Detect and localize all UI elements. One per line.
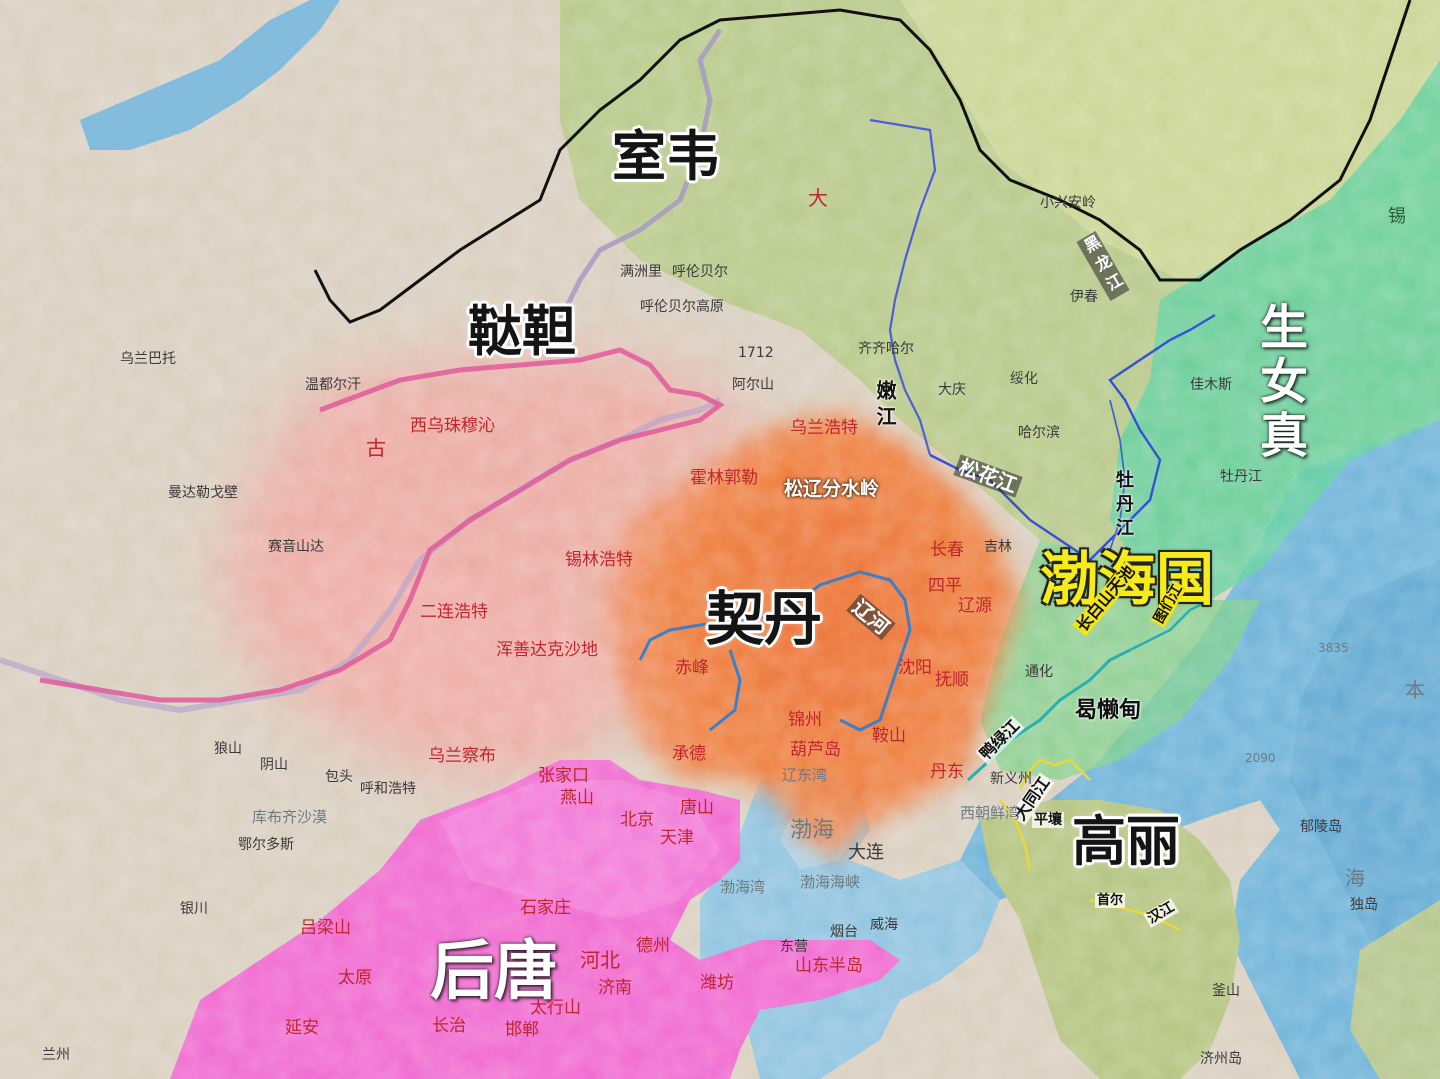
city-huhehaote: 呼和浩特: [360, 781, 416, 797]
label-sea-of-japan: 海: [1345, 866, 1365, 890]
city-daqing: 大庆: [938, 382, 966, 398]
city-huludao: 葫芦岛: [790, 740, 841, 760]
label-songliao-watershed: 松辽分水岭: [784, 478, 880, 500]
city-chengde: 承德: [672, 744, 706, 764]
label-hebei: 河北: [580, 948, 620, 972]
city-tonghua: 通化: [1025, 664, 1053, 680]
city-wulanchabu: 乌兰察布: [428, 746, 496, 766]
sea-bohai: 渤海: [790, 818, 835, 843]
city-fushun: 抚顺: [935, 670, 969, 690]
city-mandalgovi: 曼达勒戈壁: [168, 485, 238, 501]
city-jiamusi: 佳木斯: [1190, 377, 1232, 393]
region-label-shiwei: 室韦: [612, 125, 720, 188]
label-hulunbeier-gaoyuan: 呼伦贝尔高原: [640, 299, 724, 315]
city-weihai: 威海: [870, 917, 898, 933]
label-luliang: 吕梁山: [300, 918, 351, 938]
region-label-shengnvzhen: 生女真: [1251, 302, 1307, 464]
city-yanan: 延安: [285, 1018, 319, 1038]
city-chifeng: 赤峰: [675, 658, 709, 678]
city-xinyizhou: 新义州: [990, 771, 1032, 787]
city-yichun: 伊春: [1070, 289, 1098, 305]
label-geyi: 曷懒甸: [1075, 698, 1142, 723]
label-nenjiang: 嫩江: [873, 380, 897, 432]
sea-bohai-haixia: 渤海海峡: [800, 873, 861, 891]
peak-1712: 1712: [738, 345, 774, 361]
label-xi: 锡: [1388, 206, 1406, 227]
city-taiyuan: 太原: [338, 968, 372, 988]
label-dokdo: 独岛: [1350, 897, 1378, 913]
label-shouer: 首尔: [1095, 893, 1126, 908]
city-zhangjiakou: 张家口: [538, 766, 589, 786]
city-manzhouli: 满洲里: [620, 264, 662, 280]
city-anshan: 鞍山: [872, 726, 906, 746]
city-weifang: 潍坊: [700, 973, 734, 993]
city-changzhi: 长治: [432, 1016, 466, 1036]
city-siping: 四平: [928, 576, 962, 596]
city-hulunbeier: 呼伦贝尔: [672, 264, 728, 280]
label-pingrang: 平壤: [1032, 812, 1064, 828]
city-handan: 邯郸: [505, 1020, 539, 1040]
sea-liaodong-wan: 辽东湾: [782, 766, 828, 784]
city-busan: 釜山: [1212, 983, 1240, 999]
city-xilinhaote: 锡林浩特: [565, 550, 633, 570]
city-wulanhaote: 乌兰浩特: [790, 418, 858, 438]
city-aershan: 阿尔山: [732, 377, 774, 393]
city-yinchuan: 银川: [180, 901, 208, 917]
city-shijiazhuang: 石家庄: [520, 898, 571, 918]
region-label-gaoli: 高丽: [1072, 810, 1180, 873]
city-beijing: 北京: [620, 810, 654, 830]
region-label-qidan: 契丹: [706, 585, 823, 653]
label-menggu: 古: [366, 436, 386, 460]
city-yantai: 烟台: [830, 924, 858, 940]
city-wendouer: 温都尔汗: [305, 377, 361, 393]
city-shenyang: 沈阳: [898, 658, 932, 678]
label-depth-2090: 2090: [1245, 751, 1276, 765]
city-huolinguole: 霍林郭勒: [690, 468, 758, 488]
city-mudanjiang: 牡丹江: [1220, 469, 1262, 485]
label-kubuqi: 库布齐沙漠: [252, 808, 328, 826]
city-dandong: 丹东: [930, 762, 964, 782]
label-xiwuzhumuqin: 西乌珠穆沁: [410, 416, 495, 436]
label-shandong-bandao: 山东半岛: [795, 956, 863, 976]
city-baotou: 包头: [325, 769, 353, 785]
label-xichaoxianwan: 西朝鲜湾: [960, 804, 1021, 822]
sea-bohai-wan: 渤海湾: [720, 878, 766, 896]
label-yanshan: 燕山: [560, 788, 594, 808]
city-jilin: 吉林: [984, 539, 1012, 555]
label-daxinganling: 大: [808, 186, 828, 210]
label-jeju: 济州岛: [1200, 1051, 1242, 1067]
label-ulleung: 郁陵岛: [1300, 819, 1342, 835]
label-depth-3835: 3835: [1318, 641, 1349, 655]
city-eerduosi: 鄂尔多斯: [238, 837, 294, 853]
label-mudanjiang: 牡丹江: [1113, 470, 1134, 542]
city-jinzhou: 锦州: [788, 710, 822, 730]
city-tianjin: 天津: [660, 828, 694, 848]
city-lanzhou: 兰州: [42, 1047, 70, 1063]
city-erlianhaote: 二连浩特: [420, 602, 488, 622]
city-tangshan: 唐山: [680, 798, 714, 818]
city-liaoyuan: 辽源: [958, 596, 992, 616]
city-dongying: 东营: [780, 939, 808, 955]
city-wulanbatuo: 乌兰巴托: [120, 351, 176, 367]
city-suihua: 绥化: [1010, 371, 1038, 387]
label-japan: 本: [1405, 678, 1425, 702]
city-qiqihaer: 齐齐哈尔: [858, 341, 914, 357]
city-dezhou: 德州: [636, 936, 670, 956]
city-saiyinshanda: 赛音山达: [268, 539, 324, 555]
region-label-dada: 鞑靼: [468, 300, 576, 363]
city-dalian: 大连: [848, 842, 884, 863]
label-taihang: 太行山: [530, 998, 581, 1018]
region-label-houtang: 后唐: [430, 935, 558, 1009]
label-yinshan: 阴山: [260, 757, 288, 773]
label-xiaoxinganling: 小兴安岭: [1040, 195, 1096, 211]
city-jinan: 济南: [598, 978, 632, 998]
label-hunshandake: 浑善达克沙地: [496, 640, 598, 660]
city-haerbin: 哈尔滨: [1018, 425, 1060, 441]
label-langshan: 狼山: [214, 741, 242, 757]
city-changchun: 长春: [930, 540, 964, 560]
